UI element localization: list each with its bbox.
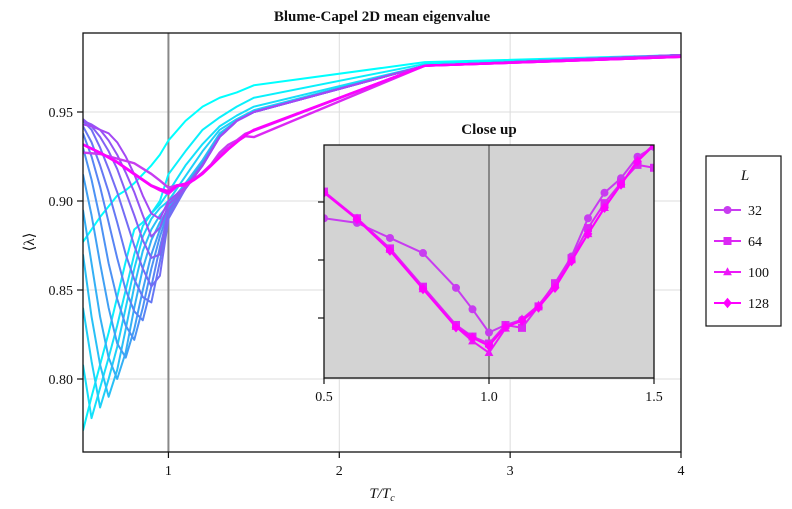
inset-marker-L32 [600,188,609,197]
inset-title: Close up [461,122,516,138]
inset-marker-L128 [550,282,560,294]
legend-marker-diamond-icon [723,297,732,309]
inset-marker-L128 [517,315,527,327]
inset-marker-L128 [567,255,576,267]
inset-marker-L32 [386,233,394,242]
inset-marker-L128 [534,302,543,313]
inset-marker-L128 [616,179,626,190]
inset-x-tick-label: 0.5 [315,390,333,405]
legend-label-L128: 128 [748,297,769,312]
inset-marker-L64 [650,163,654,172]
x-tick-label: 1 [165,464,172,479]
inset-marker-L64 [584,224,592,233]
inset-marker-L32 [452,283,460,292]
x-tick-label: 2 [336,464,343,479]
series-line-small-L [83,54,681,431]
inset-marker-L128 [324,187,329,198]
inset-marker-L32 [419,249,427,258]
inset-marker-L128 [418,283,428,295]
x-tick-label: 3 [507,464,514,479]
chart-title: Blume-Capel 2D mean eigenvalue [274,9,491,25]
inset-marker-L128 [501,321,510,332]
legend-title: L [740,168,749,184]
legend-label-L32: 32 [748,204,762,219]
y-tick-label: 0.90 [49,195,74,210]
inset-lines [324,145,654,356]
legend-label-L100: 100 [748,266,769,281]
inset-x-tick-label: 1.5 [645,390,663,405]
series-line-small-L [83,54,681,220]
series-line-small-L [83,54,681,243]
legend-marker-square-icon [723,237,732,245]
series-line-L128 [83,55,681,193]
inset-marker-L128 [451,322,461,333]
y-tick-label: 0.85 [49,284,74,299]
y-axis-label: ⟨λ⟩ [22,233,38,252]
inset-marker-L128 [649,145,654,151]
inset-marker-L128 [583,228,593,240]
x-tick-label: 4 [678,464,685,479]
inset-marker-L32 [584,214,592,223]
legend-label-L64: 64 [748,235,762,250]
y-tick-label: 0.95 [49,106,74,121]
inset-marker-L128 [633,156,642,167]
inset-close-up: Close up 0.5 1.0 1.5 [315,122,663,405]
series-line-small-L [83,54,681,420]
legend-marker-circle-icon [723,206,732,214]
inset-marker-L64 [518,323,526,332]
inset-marker-L128 [352,214,362,225]
inset-marker-L32 [485,328,493,337]
legend: L 32 64 100 128 [705,155,782,327]
series-line-small-L [83,54,681,409]
inset-marker-L128 [600,202,609,213]
main-plot-frame [82,32,682,453]
inset-marker-L128 [484,340,494,352]
inset-marker-L100 [484,348,494,356]
inset-marker-L32 [468,305,477,314]
inset-marker-L32 [324,214,328,223]
main-lines [83,54,681,431]
y-tick-label: 0.80 [49,373,74,388]
legend-marker-triangle-icon [723,267,732,276]
inset-ticks: 0.5 1.0 1.5 [315,201,663,405]
inset-marker-L128 [385,245,395,256]
x-axis-label: T/Tc [369,486,395,504]
inset-marker-L128 [468,332,477,343]
main-ticks: 1 2 3 4 0.80 0.85 0.90 0.95 [49,106,685,479]
inset-x-tick-label: 1.0 [480,390,498,405]
